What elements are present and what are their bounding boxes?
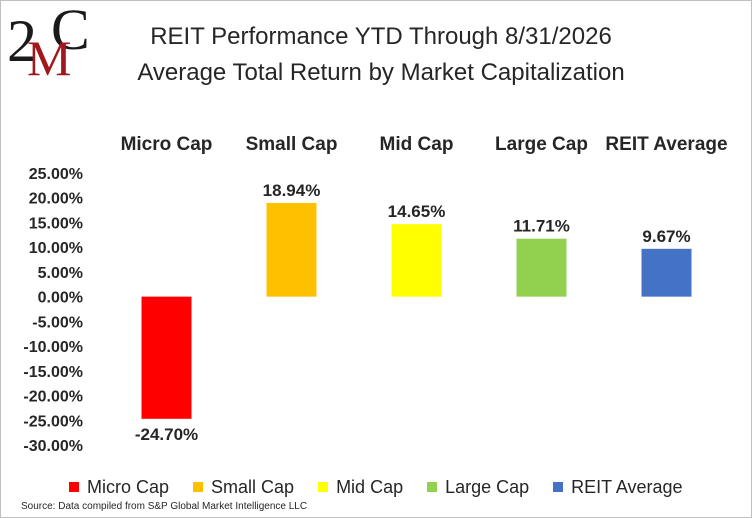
legend-swatch bbox=[427, 482, 438, 492]
legend-swatch bbox=[553, 482, 564, 492]
legend-label: REIT Average bbox=[571, 476, 683, 497]
legend-item: Micro Cap bbox=[69, 477, 169, 498]
logo-letter-c: C bbox=[51, 3, 90, 62]
data-label: 11.71% bbox=[513, 217, 570, 236]
category-label: Micro Cap bbox=[121, 134, 213, 155]
y-tick-label: 20.00% bbox=[29, 191, 83, 208]
data-label: 18.94% bbox=[263, 181, 321, 200]
legend-label: Small Cap bbox=[211, 476, 295, 497]
y-tick-label: -10.00% bbox=[23, 339, 83, 356]
y-tick-label: 5.00% bbox=[38, 265, 83, 282]
data-label: -24.70% bbox=[135, 425, 198, 444]
legend-item: Mid Cap bbox=[318, 477, 403, 498]
legend-item: REIT Average bbox=[553, 476, 683, 498]
bar bbox=[266, 202, 317, 297]
chart-subtitle: Average Total Return by Market Capitaliz… bbox=[137, 59, 625, 86]
logo-digit: 2 bbox=[7, 8, 37, 74]
category-label: REIT Average bbox=[605, 134, 727, 155]
legend-item: Small Cap bbox=[193, 477, 294, 498]
bar bbox=[141, 296, 192, 419]
category-label: Mid Cap bbox=[380, 134, 454, 155]
y-tick-label: 15.00% bbox=[29, 215, 83, 232]
legend-item: Large Cap bbox=[427, 477, 529, 498]
y-tick-label: -15.00% bbox=[23, 364, 83, 381]
y-tick-label: 10.00% bbox=[29, 240, 83, 257]
chart-title: REIT Performance YTD Through 8/31/2026 bbox=[150, 23, 612, 50]
bar-chart: 25.00% 20.00% 15.00% 10.00% 5.00% 0.00% -5.00%… bbox=[23, 134, 727, 455]
logo: 2 C M bbox=[7, 3, 90, 77]
category-label: Small Cap bbox=[246, 134, 338, 155]
legend-label: Mid Cap bbox=[336, 476, 404, 497]
data-label: 14.65% bbox=[388, 202, 446, 221]
legend-swatch bbox=[318, 482, 329, 492]
category-label: Large Cap bbox=[495, 134, 588, 155]
bar bbox=[641, 248, 692, 297]
data-label: 9.67% bbox=[642, 227, 690, 246]
bar bbox=[516, 238, 567, 297]
bar bbox=[391, 224, 442, 297]
y-tick-label: -20.00% bbox=[23, 389, 83, 406]
y-tick-label: 0.00% bbox=[38, 290, 83, 307]
y-tick-label: 25.00% bbox=[29, 166, 83, 183]
y-tick-label: -5.00% bbox=[32, 314, 83, 331]
legend-swatch bbox=[193, 482, 204, 492]
y-tick-label: -25.00% bbox=[23, 413, 83, 430]
legend-swatch bbox=[69, 482, 79, 492]
legend: Micro Cap Small Cap Mid Cap Large Cap REIT A… bbox=[69, 475, 709, 499]
logo-letter-m: M bbox=[27, 30, 71, 77]
legend-label: Large Cap bbox=[445, 476, 530, 497]
y-tick-label: -30.00% bbox=[23, 438, 83, 455]
source-note: Source: Data compiled from S&P Global Ma… bbox=[21, 501, 308, 512]
legend-label: Micro Cap bbox=[87, 476, 170, 497]
